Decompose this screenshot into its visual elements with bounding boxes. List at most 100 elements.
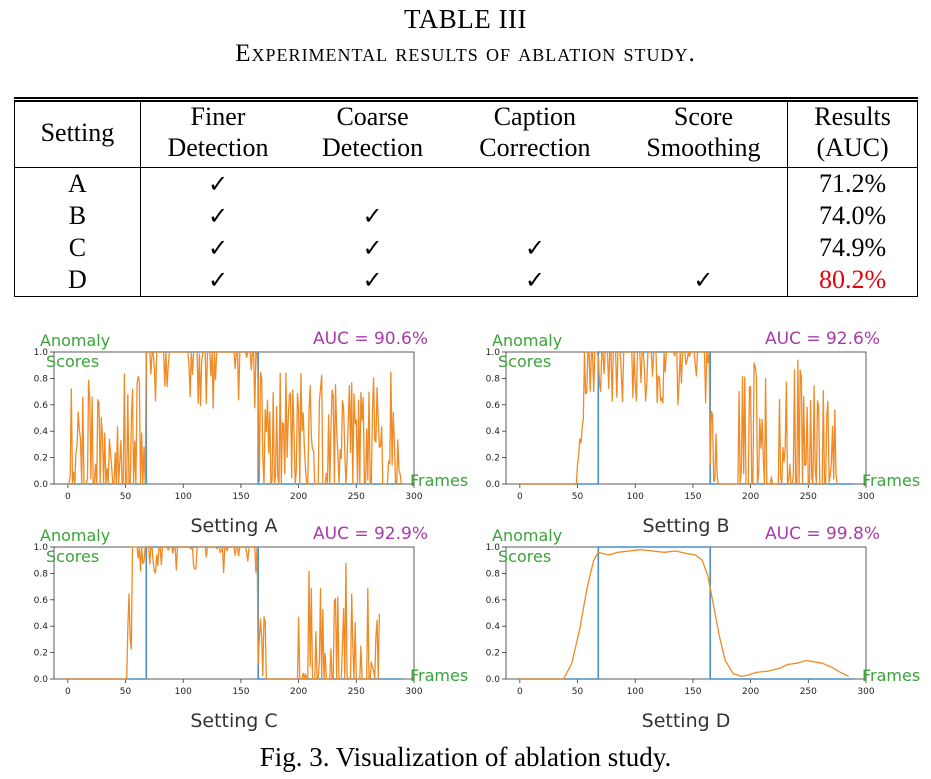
check-finer: ✓ [207,234,229,262]
row-result: 71.2% [787,167,918,200]
top-rule [14,97,918,99]
annotation-scores: Scores [46,547,99,566]
x-tick-label: 50 [572,492,584,502]
x-tick-label: 50 [120,687,132,697]
y-tick-label: 0.0 [34,675,49,685]
check-coarse: ✓ [362,234,383,262]
chart-svg: 0.0 0.2 0.4 0.6 0.8 1.0 0 50 100 150 200 250 300 Anom… [34,524,469,732]
y-tick-label: 1.0 [34,543,49,553]
x-tick-label: 250 [348,687,365,697]
y-tick-label: 0.4 [486,622,501,632]
y-tick-label: 0.8 [34,569,49,579]
check-smoothing [619,200,789,232]
check-finer: ✓ [207,266,229,294]
x-tick-label: 200 [742,687,759,697]
anomaly-score-line [67,351,403,485]
y-tick-label: 0.4 [34,622,49,632]
y-tick-label: 1.0 [486,543,501,553]
x-tick-label: 150 [232,687,249,697]
auc-label: AUC = 90.6% [313,329,428,349]
check-caption [450,200,620,232]
row-result: 74.0% [787,200,918,232]
row-result-best: 80.2% [787,264,918,297]
x-tick-label: 300 [857,687,874,697]
table-row: B ✓ ✓ 74.0% [14,200,918,232]
x-tick-label: 250 [348,492,365,502]
results-table: Setting Finer Detection Coarse Detection C… [14,101,918,297]
header-finer: Finer Detection [167,102,269,162]
x-tick-label: 200 [290,687,307,697]
row-result: 74.9% [787,232,918,264]
y-tick-label: 0.6 [34,401,49,411]
plot-setting-b: 0.0 0.2 0.4 0.6 0.8 1.0 0 50 100 150 200 250 300 Anom… [466,329,926,540]
x-tick-label: 0 [65,687,71,697]
annotation-anomaly: Anomaly [40,331,110,350]
check-coarse: ✓ [362,266,383,294]
x-tick-label: 150 [232,492,249,502]
y-tick-label: 0.0 [486,480,501,490]
x-tick-label: 100 [175,492,192,502]
header-smoothing: Score Smoothing [619,101,789,168]
x-tick-label: 100 [627,687,644,697]
y-tick-label: 0.2 [486,454,500,464]
setting-label: Setting C [190,710,277,732]
x-tick-label: 250 [800,687,817,697]
row-setting: B [14,200,141,232]
y-tick-label: 0.8 [486,569,501,579]
check-caption [450,168,620,201]
table-number: TABLE III [403,4,528,34]
plot-frame [505,546,867,680]
y-tick-label: 0.2 [34,649,48,659]
row-setting: D [14,264,141,297]
header-setting: Setting [14,101,141,168]
check-caption: ✓ [524,266,545,294]
y-tick-label: 0.6 [486,596,501,606]
x-tick-label: 300 [405,687,422,697]
x-tick-label: 300 [405,492,422,502]
y-tick-label: 0.0 [34,480,49,490]
y-tick-label: 0.6 [486,401,501,411]
y-tick-label: 0.0 [486,675,501,685]
check-caption: ✓ [524,234,545,262]
x-tick-label: 100 [627,492,644,502]
chart-svg: 0.0 0.2 0.4 0.6 0.8 1.0 0 50 100 150 200 250 300 Anom… [486,524,921,732]
anomaly-score-line [519,351,838,485]
annotation-anomaly: Anomaly [492,331,562,350]
table-row: C ✓ ✓ ✓ 74.9% [14,232,918,264]
setting-label: Setting A [190,515,277,537]
annotation-scores: Scores [498,547,551,566]
x-tick-label: 100 [175,687,192,697]
y-tick-label: 0.8 [486,374,501,384]
header-coarse: Coarse Detection [322,102,424,162]
plot-setting-c: 0.0 0.2 0.4 0.6 0.8 1.0 0 50 100 150 200 250 300 Anom… [14,524,474,735]
y-tick-label: 1.0 [486,348,501,358]
y-tick-label: 0.2 [486,649,500,659]
plot-setting-d: 0.0 0.2 0.4 0.6 0.8 1.0 0 50 100 150 200 250 300 Anom… [466,524,926,735]
x-tick-label: 150 [684,492,701,502]
row-setting: C [14,232,141,264]
check-smoothing [619,232,789,264]
figure-caption: Fig. 3. Visualization of ablation study. [259,742,672,772]
check-coarse [295,168,450,201]
header-caption: Caption Correction [479,102,591,162]
setting-label: Setting D [642,710,731,732]
setting-label: Setting B [642,515,729,537]
plot-setting-a: 0.0 0.2 0.4 0.6 0.8 1.0 0 50 100 150 200 250 300 Anom… [14,329,474,540]
row-setting: A [14,167,141,200]
x-tick-label: 250 [800,492,817,502]
anomaly-score-line [519,548,849,680]
top-rule-inner [14,100,918,102]
annotation-frames: Frames [862,666,920,685]
x-tick-label: 200 [290,492,307,502]
header-results: Results (AUC) [787,101,918,168]
x-tick-label: 300 [857,492,874,502]
check-smoothing: ✓ [619,264,789,297]
chart-svg: 0.0 0.2 0.4 0.6 0.8 1.0 0 50 100 150 200 250 300 Anom… [486,329,921,537]
x-tick-label: 0 [517,492,523,502]
auc-label: AUC = 99.8% [765,524,880,544]
y-tick-label: 0.4 [34,427,49,437]
annotation-scores: Scores [498,352,551,371]
chart-svg: 0.0 0.2 0.4 0.6 0.8 1.0 0 50 100 150 200 250 300 Anom… [34,329,469,537]
table-row: D ✓ ✓ ✓ ✓ 80.2% [14,264,918,297]
table-header-row: Setting Finer Detection Coarse Detection C… [14,101,918,168]
